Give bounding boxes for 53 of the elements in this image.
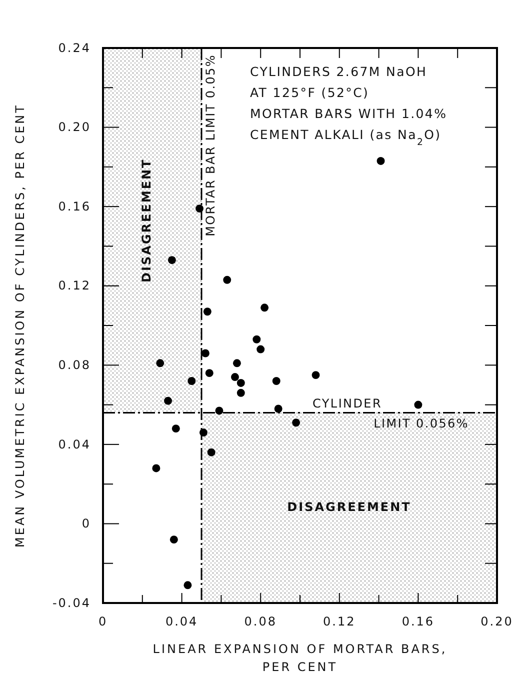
point <box>188 377 196 385</box>
point <box>170 536 178 544</box>
point <box>312 371 320 380</box>
point <box>223 276 232 284</box>
point <box>172 424 180 433</box>
y-tick-label: 0.16 <box>58 199 91 214</box>
point <box>232 359 241 368</box>
point <box>156 359 164 368</box>
y-tick-label: 0.12 <box>58 278 91 293</box>
point <box>205 369 214 378</box>
annotation: CEMENT ALKALI (as Na$_{2}$O) <box>250 127 442 148</box>
point <box>376 157 385 165</box>
point <box>231 373 239 382</box>
point <box>164 396 172 405</box>
point <box>292 418 300 427</box>
point <box>184 581 192 590</box>
y-tick-label: -0.04 <box>52 596 91 610</box>
point <box>236 379 245 387</box>
y-tick-label: 0.20 <box>58 120 91 134</box>
ref-line-label: MORTAR BAR LIMIT 0.05% <box>203 54 218 236</box>
annotation: AT 125°F (52°C) <box>250 85 370 100</box>
point <box>414 400 422 409</box>
ref-line-label: CYLINDER LIMIT 0.056% <box>312 396 469 431</box>
point <box>236 388 245 397</box>
y-tick-label: 0.08 <box>58 358 91 372</box>
point <box>199 428 208 437</box>
point <box>274 404 282 413</box>
y-tick-label: 0 <box>82 516 91 531</box>
point <box>260 304 269 312</box>
point <box>256 345 265 354</box>
x-tick-label: 0 <box>98 614 108 629</box>
point <box>152 464 160 472</box>
x-tick-label: 0.08 <box>244 614 277 629</box>
point <box>252 335 261 344</box>
point <box>168 256 176 264</box>
point <box>207 448 216 456</box>
x-axis-title: LINEAR EXPANSION OF MORTAR BARS, PER CENT <box>152 642 448 674</box>
point <box>201 349 210 358</box>
x-tick-label: 0.20 <box>480 614 514 629</box>
x-tick-label: 0.04 <box>165 614 198 629</box>
band-label: DISAGREEMENT <box>140 158 154 282</box>
point <box>203 308 212 316</box>
y-tick-label: 0.24 <box>58 40 91 55</box>
point <box>215 406 224 415</box>
y-axis-title: MEAN VOLUMETRIC EXPANSION OF CYLINDERS, PER CENT <box>13 104 27 548</box>
annotation: MORTAR BARS WITH 1.04% <box>250 106 448 121</box>
y-tick-label: 0.04 <box>58 437 91 452</box>
point <box>272 377 280 385</box>
x-tick-label: 0.16 <box>402 614 435 629</box>
x-tick-label: 0.12 <box>323 614 356 629</box>
annotation: CYLINDERS 2.67M NaOH <box>250 64 428 79</box>
point <box>196 204 204 213</box>
band-label: DISAGREEMENT <box>287 500 412 514</box>
